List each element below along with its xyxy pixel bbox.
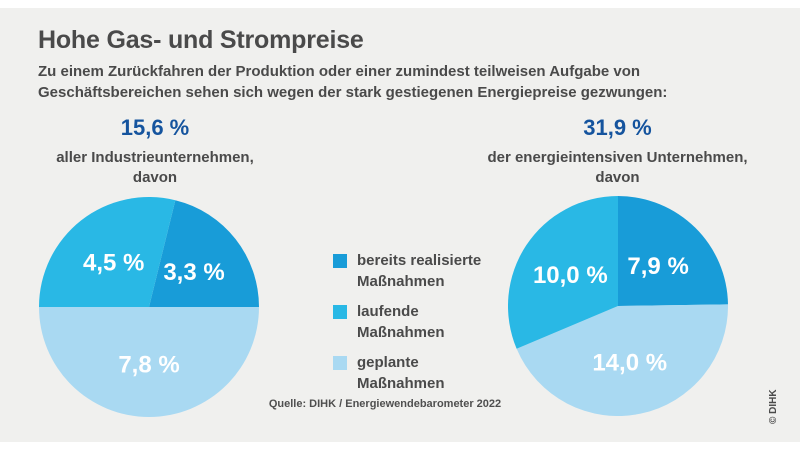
- pie-slice: [618, 196, 728, 306]
- pie-slice: [149, 200, 259, 308]
- legend-label-line2: Maßnahmen: [357, 324, 445, 341]
- legend-swatch-planned: [333, 356, 347, 370]
- legend-label-line1: laufende: [357, 303, 419, 320]
- stat-caption-line1: der energieintensiven Unternehmen,: [487, 149, 748, 166]
- pie-slice: [507, 196, 618, 349]
- stat-value-energy-intensive: 31,9 %: [583, 115, 652, 140]
- legend-label-line1: geplante: [357, 354, 419, 371]
- pie-slice-label: 4,5 %: [83, 250, 144, 277]
- legend-label-line2: Maßnahmen: [357, 273, 445, 290]
- legend-label-planned: geplante Maßnahmen: [357, 352, 445, 394]
- legend: bereits realisierte Maßnahmen laufende M…: [333, 250, 481, 403]
- pie-slice-label: 14,0 %: [592, 350, 667, 377]
- source-note: Quelle: DIHK / Energiewendebarometer 202…: [268, 398, 502, 410]
- legend-label-realized: bereits realisierte Maßnahmen: [357, 250, 481, 292]
- legend-label-running: laufende Maßnahmen: [357, 301, 445, 343]
- stat-caption-line2: davon: [132, 169, 178, 186]
- pie-slice-label: 7,9 %: [627, 253, 688, 280]
- pie-slice-label: 10,0 %: [533, 262, 608, 289]
- stat-block-industry: 15,6 % aller Industrieunternehmen, davon: [35, 115, 275, 188]
- top-border-strip: [0, 0, 800, 8]
- copyright-note: © DIHK: [768, 389, 779, 424]
- legend-item-running: laufende Maßnahmen: [333, 301, 481, 343]
- stat-caption-industry: aller Industrieunternehmen, davon: [35, 148, 275, 188]
- pie-slice: [516, 304, 729, 417]
- legend-item-realized: bereits realisierte Maßnahmen: [333, 250, 481, 292]
- pie-chart-industry: 3,3 % 7,8 % 4,5 %: [39, 197, 259, 417]
- stat-value-industry: 15,6 %: [120, 115, 190, 140]
- pie-slice: [39, 306, 259, 417]
- bottom-border-strip: [0, 442, 800, 450]
- legend-label-line2: Maßnahmen: [357, 375, 445, 392]
- stat-block-energy-intensive: 31,9 % der energieintensiven Unternehmen…: [475, 115, 760, 188]
- pie-slice: [39, 197, 176, 307]
- legend-swatch-running: [333, 305, 347, 319]
- pie-slice-label: 3,3 %: [163, 259, 224, 286]
- stat-caption-line2: davon: [595, 169, 640, 186]
- stat-caption-energy-intensive: der energieintensiven Unternehmen, davon: [475, 148, 760, 188]
- page-subtitle: Zu einem Zurückfahren der Produktion ode…: [38, 63, 668, 101]
- pie-chart-energy-intensive: 7,9 % 14,0 % 10,0 %: [507, 196, 729, 417]
- legend-label-line1: bereits realisierte: [357, 252, 482, 269]
- legend-swatch-realized: [333, 254, 347, 268]
- legend-item-planned: geplante Maßnahmen: [333, 352, 481, 394]
- page-title: Hohe Gas- und Strompreise: [38, 26, 364, 54]
- stat-caption-line1: aller Industrieunternehmen,: [56, 149, 254, 166]
- pie-slice-label: 7,8 %: [118, 352, 179, 379]
